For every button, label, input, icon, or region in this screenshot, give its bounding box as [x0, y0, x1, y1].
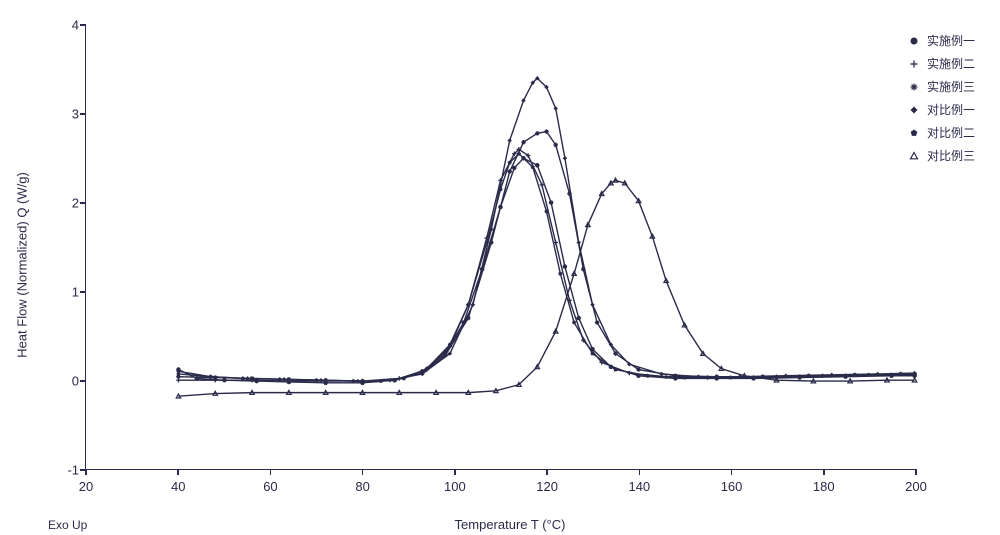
x-tick-label: 140	[628, 479, 650, 494]
legend-label: 实施例一	[927, 32, 975, 49]
legend-item: 对比例三	[907, 147, 975, 164]
x-tick-label: 160	[721, 479, 743, 494]
legend: 实施例一实施例二实施例三对比例一对比例二对比例三	[907, 32, 975, 170]
y-tick-label: 2	[51, 196, 79, 211]
series-curve	[178, 149, 914, 381]
y-axis-title: Heat Flow (Normalized) Q (W/g)	[15, 172, 30, 358]
x-tick-label: 200	[905, 479, 927, 494]
legend-marker-icon	[907, 34, 921, 48]
series-curve	[178, 132, 914, 382]
legend-label: 实施例三	[927, 78, 975, 95]
series-curve	[178, 154, 914, 381]
legend-label: 对比例二	[927, 124, 975, 141]
legend-marker-icon	[907, 126, 921, 140]
legend-marker-icon	[907, 57, 921, 71]
exo-up-label: Exo Up	[48, 518, 87, 532]
y-tick-label: 4	[51, 18, 79, 33]
y-tick-label: -1	[51, 463, 79, 478]
x-axis-title: Temperature T (°C)	[455, 517, 566, 532]
x-tick-label: 180	[813, 479, 835, 494]
x-tick-label: 60	[263, 479, 277, 494]
legend-label: 对比例三	[927, 147, 975, 164]
legend-item: 实施例二	[907, 55, 975, 72]
x-tick-label: 100	[444, 479, 466, 494]
legend-label: 对比例一	[927, 101, 975, 118]
y-tick-label: 1	[51, 285, 79, 300]
legend-label: 实施例二	[927, 55, 975, 72]
legend-item: 对比例二	[907, 124, 975, 141]
y-tick-label: 0	[51, 374, 79, 389]
x-tick-label: 120	[536, 479, 558, 494]
legend-marker-icon	[907, 80, 921, 94]
x-tick-label: 80	[355, 479, 369, 494]
dsc-chart: Heat Flow (Normalized) Q (W/g) -10123420…	[30, 10, 990, 520]
legend-marker-icon	[907, 149, 921, 163]
x-tick-label: 40	[171, 479, 185, 494]
legend-item: 对比例一	[907, 101, 975, 118]
legend-item: 实施例三	[907, 78, 975, 95]
curves-layer	[86, 25, 915, 469]
plot-area: -10123420406080100120140160180200	[85, 25, 915, 470]
y-tick-label: 3	[51, 107, 79, 122]
legend-item: 实施例一	[907, 32, 975, 49]
series-curve	[178, 78, 914, 381]
x-tick-label: 20	[79, 479, 93, 494]
legend-marker-icon	[907, 103, 921, 117]
